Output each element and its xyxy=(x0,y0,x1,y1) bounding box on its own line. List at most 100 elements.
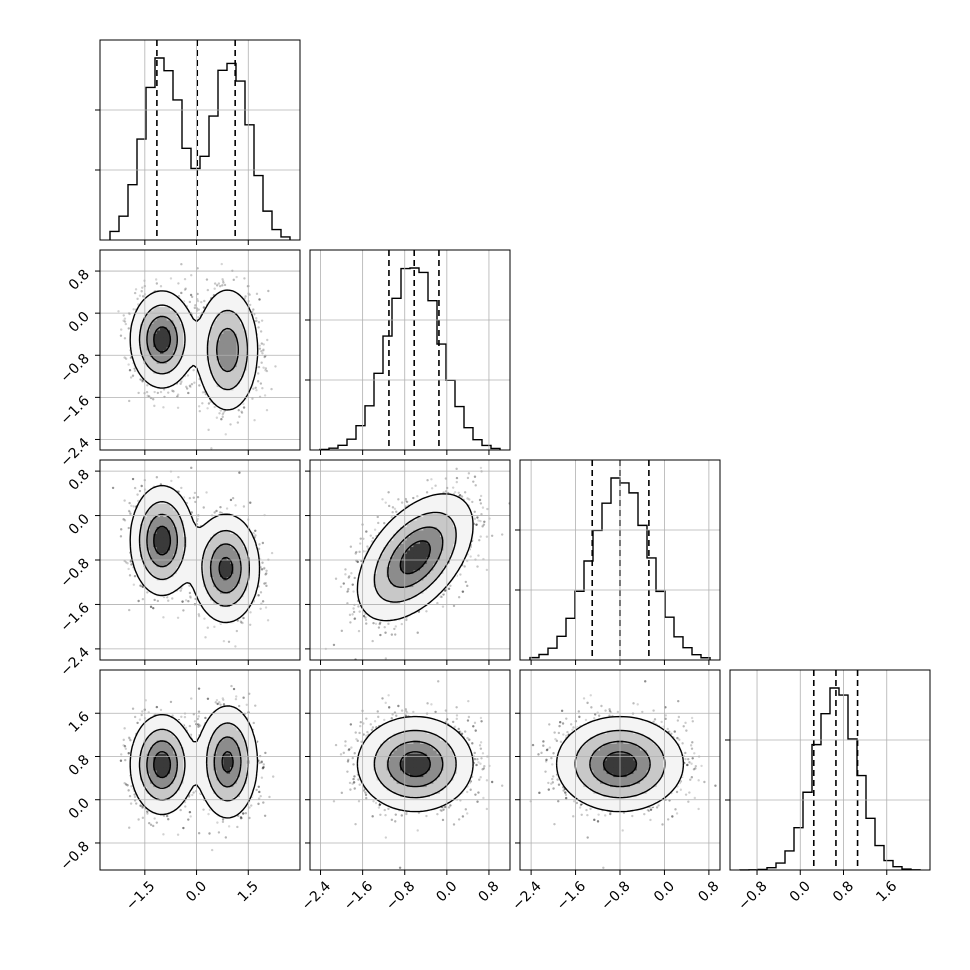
density-cell xyxy=(180,790,184,794)
density-cell xyxy=(196,593,201,598)
density-cell xyxy=(220,520,224,524)
density-cell xyxy=(426,550,431,554)
scatter-point xyxy=(241,621,244,625)
density-cell xyxy=(240,386,244,391)
density-cell xyxy=(203,753,208,758)
density-cell xyxy=(153,780,158,784)
density-cell xyxy=(153,510,158,514)
density-cell xyxy=(183,520,188,524)
density-cell xyxy=(206,550,211,554)
density-cell xyxy=(433,530,438,534)
density-cell xyxy=(136,750,141,754)
density-cell xyxy=(180,556,184,561)
density-cell xyxy=(160,383,164,388)
density-cell xyxy=(173,333,178,338)
density-cell xyxy=(433,560,438,564)
density-cell xyxy=(146,343,151,348)
scatter-point xyxy=(248,303,252,307)
density-cell xyxy=(140,356,144,361)
scatter-point xyxy=(478,498,482,502)
density-cell xyxy=(456,540,461,544)
density-cell xyxy=(206,733,211,738)
density-cell xyxy=(470,516,474,521)
density-cell xyxy=(243,766,248,771)
density-cell xyxy=(436,550,441,554)
density-cell xyxy=(200,736,204,741)
density-cell xyxy=(170,776,174,781)
density-cell xyxy=(156,573,161,578)
density-cell xyxy=(216,790,221,794)
density-cell xyxy=(243,560,248,564)
density-cell xyxy=(226,336,231,341)
density-cell xyxy=(163,523,168,528)
density-cell xyxy=(236,326,241,331)
scatter-point xyxy=(483,520,486,523)
scatter-point xyxy=(477,519,480,522)
density-cell xyxy=(416,526,421,531)
density-cell xyxy=(420,570,424,574)
density-cell xyxy=(216,736,221,741)
density-cell xyxy=(166,760,171,764)
density-cell xyxy=(240,746,244,751)
density-cell xyxy=(150,530,154,534)
scatter-point xyxy=(127,567,130,571)
scatter-point xyxy=(141,585,144,589)
density-cell xyxy=(253,580,258,584)
scatter-point xyxy=(139,804,142,808)
density-cell xyxy=(253,766,258,771)
density-cell xyxy=(140,573,144,578)
density-cell xyxy=(230,516,234,521)
density-cell xyxy=(150,806,154,811)
scatter-point xyxy=(268,795,271,799)
density-cell xyxy=(230,716,234,721)
density-cell xyxy=(176,760,181,764)
density-cell xyxy=(240,600,244,604)
density-cell xyxy=(176,800,181,804)
density-cell xyxy=(193,350,198,354)
density-cell xyxy=(136,756,141,761)
density-cell xyxy=(240,720,244,724)
scatter-point xyxy=(136,493,139,496)
scatter-point xyxy=(457,596,461,599)
density-cell xyxy=(213,570,218,574)
density-cell xyxy=(133,323,138,328)
density-cell xyxy=(243,573,248,578)
density-cell xyxy=(146,726,151,731)
density-cell xyxy=(223,340,228,344)
density-cell xyxy=(176,546,181,551)
scatter-point xyxy=(451,486,455,489)
density-cell xyxy=(436,570,441,574)
density-cell xyxy=(153,790,158,794)
density-cell xyxy=(396,566,401,571)
density-cell xyxy=(226,716,231,721)
density-cell xyxy=(173,366,178,371)
density-cell xyxy=(160,790,164,794)
density-cell xyxy=(183,326,188,331)
density-cell xyxy=(390,590,394,594)
density-cell xyxy=(163,340,168,344)
density-cell xyxy=(196,560,201,564)
density-cell xyxy=(456,526,461,531)
density-cell xyxy=(230,373,234,378)
density-cell xyxy=(380,546,384,551)
density-cell xyxy=(236,720,241,724)
density-cell xyxy=(173,500,178,504)
density-cell xyxy=(213,563,218,568)
density-cell xyxy=(240,610,244,614)
density-cell xyxy=(236,360,241,364)
density-cell xyxy=(406,523,411,528)
density-cell xyxy=(166,303,171,308)
density-cell xyxy=(223,316,228,321)
scatter-point xyxy=(463,491,467,494)
density-cell xyxy=(196,346,201,351)
density-cell xyxy=(423,566,428,571)
density-cell xyxy=(193,570,198,574)
density-cell xyxy=(190,360,194,364)
density-cell xyxy=(156,786,161,791)
density-cell xyxy=(196,590,201,594)
scatter-point xyxy=(412,496,415,500)
density-cell xyxy=(170,786,174,791)
density-cell xyxy=(133,526,138,531)
density-cell xyxy=(170,370,174,374)
density-cell xyxy=(210,566,214,571)
